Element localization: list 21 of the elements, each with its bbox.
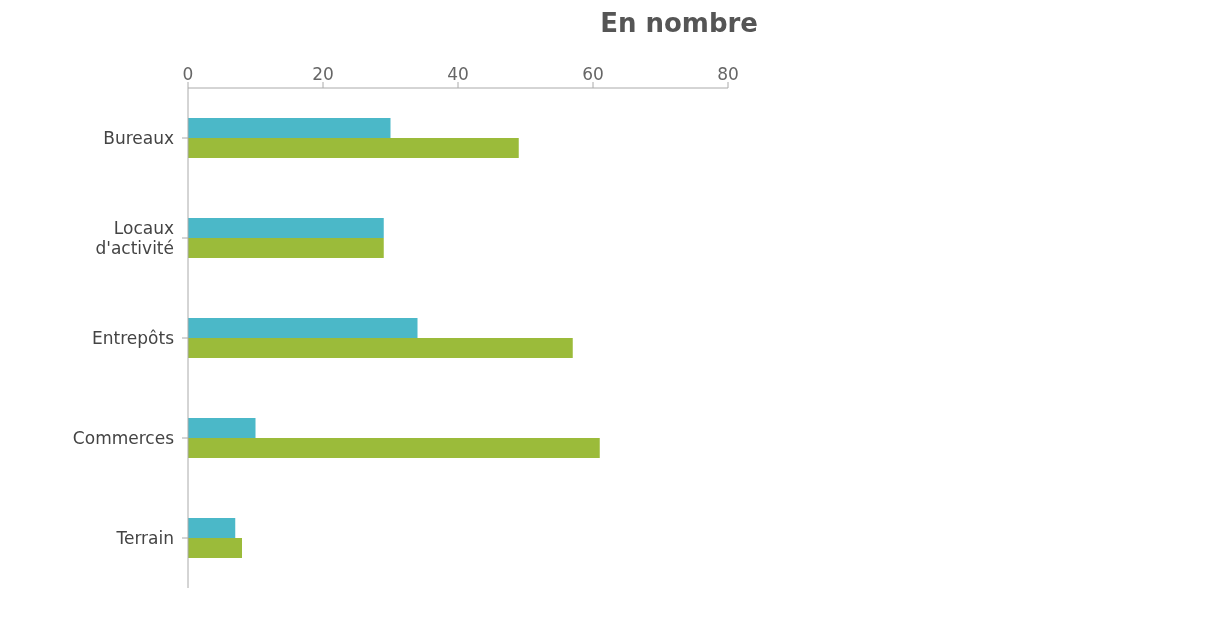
bar — [188, 138, 519, 158]
y-tick-label: Entrepôts — [92, 328, 175, 348]
y-tick-label: Locaux d'activité — [95, 218, 174, 258]
bar — [188, 118, 391, 138]
bar — [188, 318, 418, 338]
bar — [188, 238, 384, 258]
y-tick-label: Bureaux — [103, 128, 174, 148]
x-tick-label: 20 — [312, 64, 334, 84]
bar — [188, 518, 236, 538]
x-tick-label: 80 — [717, 64, 739, 84]
bar — [188, 218, 384, 238]
y-tick-label: Terrain — [115, 528, 174, 548]
bar — [188, 438, 600, 458]
x-tick-label: 60 — [582, 64, 604, 84]
chart-title: En nombre — [599, 8, 759, 38]
bar — [188, 418, 256, 438]
bar — [188, 338, 573, 358]
y-tick-label: Commerces — [72, 428, 175, 448]
x-tick-label: 0 — [182, 64, 194, 84]
x-tick-label: 40 — [447, 64, 469, 84]
bar — [188, 538, 242, 558]
